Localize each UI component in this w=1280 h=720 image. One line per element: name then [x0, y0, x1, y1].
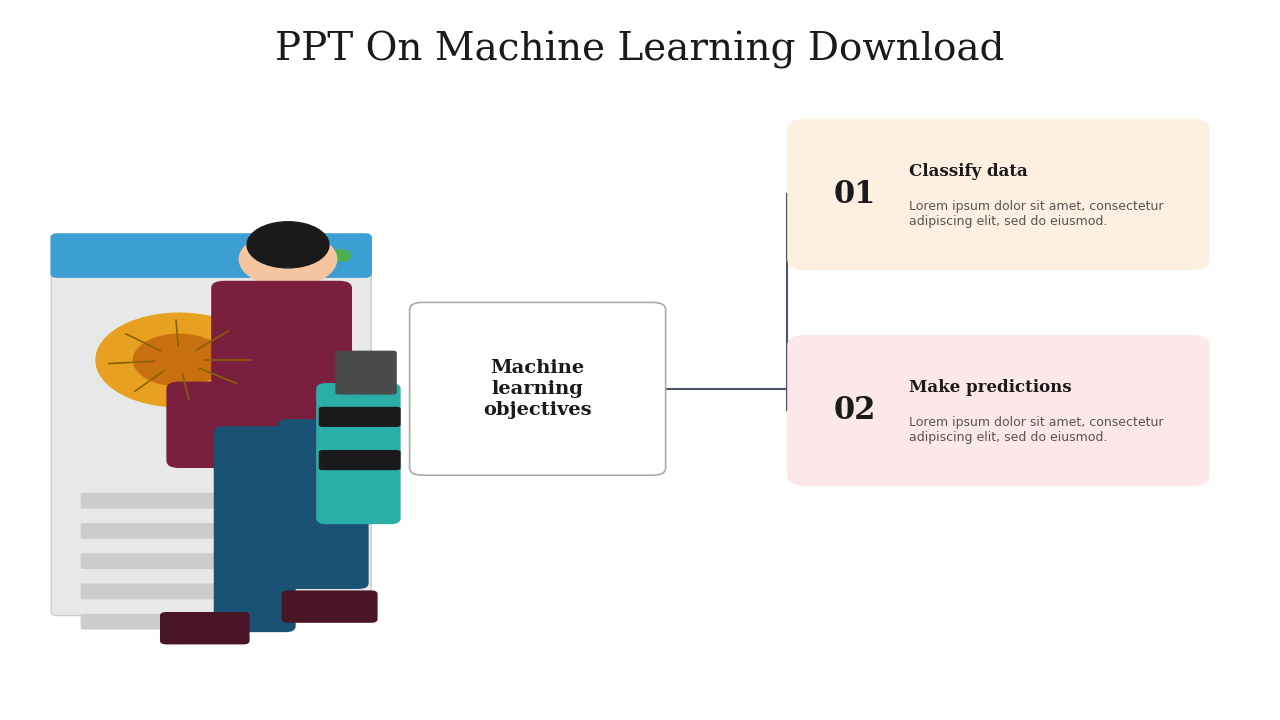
- FancyBboxPatch shape: [81, 583, 285, 599]
- FancyBboxPatch shape: [214, 426, 296, 632]
- FancyBboxPatch shape: [787, 335, 1210, 486]
- Circle shape: [307, 250, 328, 261]
- FancyBboxPatch shape: [81, 492, 285, 508]
- Text: 02: 02: [833, 395, 877, 426]
- Text: PPT On Machine Learning Download: PPT On Machine Learning Download: [275, 32, 1005, 69]
- Circle shape: [96, 313, 262, 407]
- FancyBboxPatch shape: [282, 590, 378, 623]
- Circle shape: [239, 232, 337, 287]
- FancyBboxPatch shape: [166, 382, 250, 468]
- Text: Lorem ipsum dolor sit amet, consectetur
adipiscing elit, sed do eiusmod.: Lorem ipsum dolor sit amet, consectetur …: [909, 200, 1164, 228]
- FancyBboxPatch shape: [787, 119, 1210, 270]
- Text: Machine
learning
objectives: Machine learning objectives: [484, 359, 591, 418]
- FancyBboxPatch shape: [316, 383, 401, 524]
- FancyBboxPatch shape: [410, 302, 666, 475]
- FancyBboxPatch shape: [355, 351, 378, 395]
- Circle shape: [284, 250, 305, 261]
- Text: Make predictions: Make predictions: [909, 379, 1071, 395]
- FancyBboxPatch shape: [51, 234, 371, 277]
- FancyBboxPatch shape: [374, 351, 397, 395]
- FancyBboxPatch shape: [160, 612, 250, 644]
- FancyBboxPatch shape: [81, 523, 285, 539]
- Circle shape: [330, 250, 351, 261]
- FancyBboxPatch shape: [319, 450, 401, 470]
- FancyBboxPatch shape: [278, 419, 369, 589]
- FancyBboxPatch shape: [262, 389, 384, 490]
- FancyBboxPatch shape: [81, 613, 285, 629]
- Circle shape: [133, 334, 225, 386]
- FancyBboxPatch shape: [335, 351, 358, 395]
- FancyBboxPatch shape: [81, 553, 285, 569]
- Text: 01: 01: [833, 179, 877, 210]
- FancyBboxPatch shape: [51, 234, 371, 616]
- Text: Lorem ipsum dolor sit amet, consectetur
adipiscing elit, sed do eiusmod.: Lorem ipsum dolor sit amet, consectetur …: [909, 416, 1164, 444]
- Text: Classify data: Classify data: [909, 163, 1028, 179]
- Circle shape: [247, 222, 329, 268]
- FancyBboxPatch shape: [319, 407, 401, 427]
- FancyBboxPatch shape: [211, 281, 352, 454]
